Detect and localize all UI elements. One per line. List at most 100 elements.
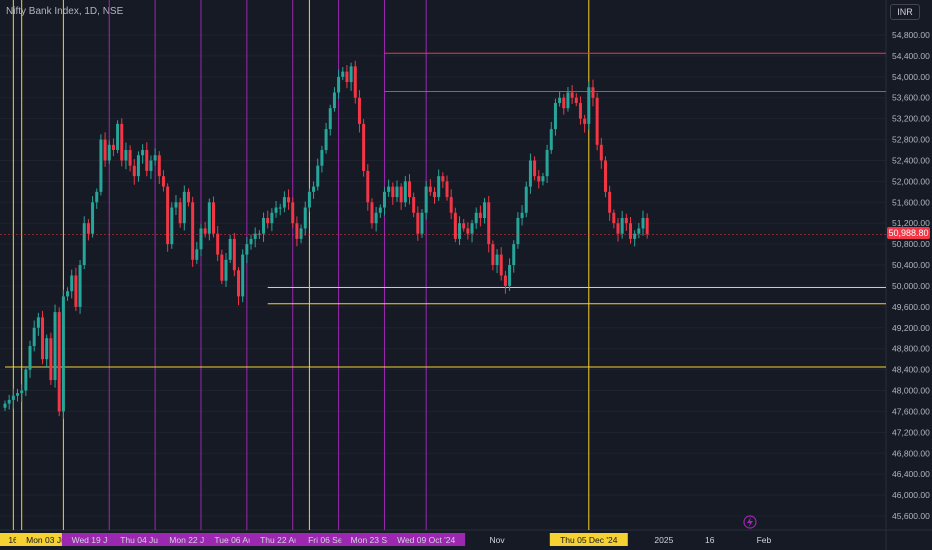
- currency-selector[interactable]: INR: [890, 4, 920, 20]
- candle-body: [570, 92, 574, 98]
- candle-body: [107, 144, 111, 161]
- candle-body: [528, 160, 532, 187]
- candle-body: [378, 207, 382, 213]
- candle-body: [103, 139, 107, 161]
- candle-body: [445, 181, 449, 198]
- candle-body: [587, 87, 591, 124]
- candle-body: [499, 254, 503, 276]
- price-tick-label: 54,400.00: [892, 51, 930, 61]
- price-tick-label: 46,800.00: [892, 448, 930, 458]
- price-tick-label: 53,200.00: [892, 114, 930, 124]
- candle-body: [124, 150, 128, 161]
- last-price-tag: 50,988.80: [887, 227, 930, 239]
- candle-body: [270, 212, 274, 224]
- candle-body: [299, 228, 303, 239]
- candle-body: [341, 71, 345, 77]
- price-tick-label: 47,600.00: [892, 406, 930, 416]
- candle-body: [266, 217, 270, 224]
- price-tick-label: 47,200.00: [892, 427, 930, 437]
- candle-body: [637, 228, 641, 234]
- candle-body: [349, 66, 353, 83]
- time-tick-label: Nov: [489, 535, 505, 545]
- candle-body: [199, 228, 203, 250]
- candle-body: [228, 238, 232, 260]
- time-tick-label: Tue 06 Aug '24: [214, 535, 271, 545]
- candle-body: [45, 338, 49, 360]
- candle-body: [533, 160, 537, 177]
- candle-body: [82, 223, 86, 266]
- price-tick-label: 53,600.00: [892, 93, 930, 103]
- lightning-icon[interactable]: [743, 515, 757, 529]
- candle-body: [274, 207, 278, 213]
- candle-body: [237, 270, 241, 297]
- time-tick-label: Mon 23 Sep '24: [351, 535, 411, 545]
- candle-body: [395, 186, 399, 198]
- candle-body: [78, 265, 82, 307]
- price-tick-label: 52,000.00: [892, 176, 930, 186]
- candle-body: [36, 317, 40, 328]
- candle-body: [495, 254, 499, 266]
- candle-body: [387, 186, 391, 192]
- price-tick-label: 51,600.00: [892, 197, 930, 207]
- candle-body: [345, 71, 349, 83]
- candle-body: [191, 202, 195, 260]
- candle-body: [466, 228, 470, 234]
- time-tick-label: Feb: [757, 535, 772, 545]
- candle-body: [224, 259, 228, 281]
- price-tick-label: 52,400.00: [892, 155, 930, 165]
- candle-body: [132, 165, 136, 177]
- candle-body: [428, 186, 432, 192]
- candle-body: [453, 212, 457, 239]
- candle-body: [474, 212, 478, 224]
- candle-body: [512, 244, 516, 266]
- candle-body: [20, 390, 24, 394]
- candle-body: [437, 176, 441, 198]
- candle-body: [595, 97, 599, 145]
- candle-body: [253, 233, 257, 239]
- candle-body: [591, 87, 595, 98]
- price-tick-label: 45,600.00: [892, 511, 930, 521]
- price-tick-label: 46,400.00: [892, 469, 930, 479]
- candle-body: [128, 150, 132, 166]
- price-tick-label: 50,000.00: [892, 281, 930, 291]
- price-tick-label: 46,000.00: [892, 490, 930, 500]
- candle-body: [553, 102, 557, 130]
- candle-body: [449, 197, 453, 213]
- candle-body: [70, 275, 74, 292]
- candle-body: [391, 186, 395, 198]
- candle-body: [357, 97, 361, 124]
- price-tick-label: 48,800.00: [892, 344, 930, 354]
- time-tick-label: Wed 19 Jun '24: [72, 535, 131, 545]
- candle-body: [316, 165, 320, 187]
- price-tick-label: 48,400.00: [892, 365, 930, 375]
- candle-body: [307, 191, 311, 208]
- candle-body: [578, 102, 582, 119]
- candle-body: [170, 207, 174, 245]
- time-tick-label: Mon 03 Jun '24: [26, 535, 84, 545]
- candle-body: [166, 186, 170, 245]
- candle-body: [195, 249, 199, 260]
- candle-body: [353, 66, 357, 98]
- price-tick-label: 54,800.00: [892, 30, 930, 40]
- candle-body: [282, 197, 286, 208]
- time-label-bg: [387, 533, 466, 546]
- candle-body: [324, 129, 328, 151]
- candle-body: [116, 123, 120, 151]
- candle-body: [157, 155, 161, 177]
- candle-body: [86, 223, 90, 234]
- candle-body: [516, 217, 520, 245]
- candle-body: [541, 176, 545, 182]
- chart-title: Nifty Bank Index, 1D, NSE: [6, 6, 124, 17]
- candle-body: [91, 202, 95, 234]
- candle-body: [232, 238, 236, 271]
- candle-body: [620, 217, 624, 234]
- candle-body: [95, 191, 99, 203]
- candle-body: [7, 399, 11, 404]
- candle-body: [295, 223, 299, 239]
- candle-body: [441, 176, 445, 182]
- candle-body: [99, 139, 103, 192]
- candle-body: [120, 123, 124, 161]
- time-tick-label: Thu 22 Aug '24: [260, 535, 317, 545]
